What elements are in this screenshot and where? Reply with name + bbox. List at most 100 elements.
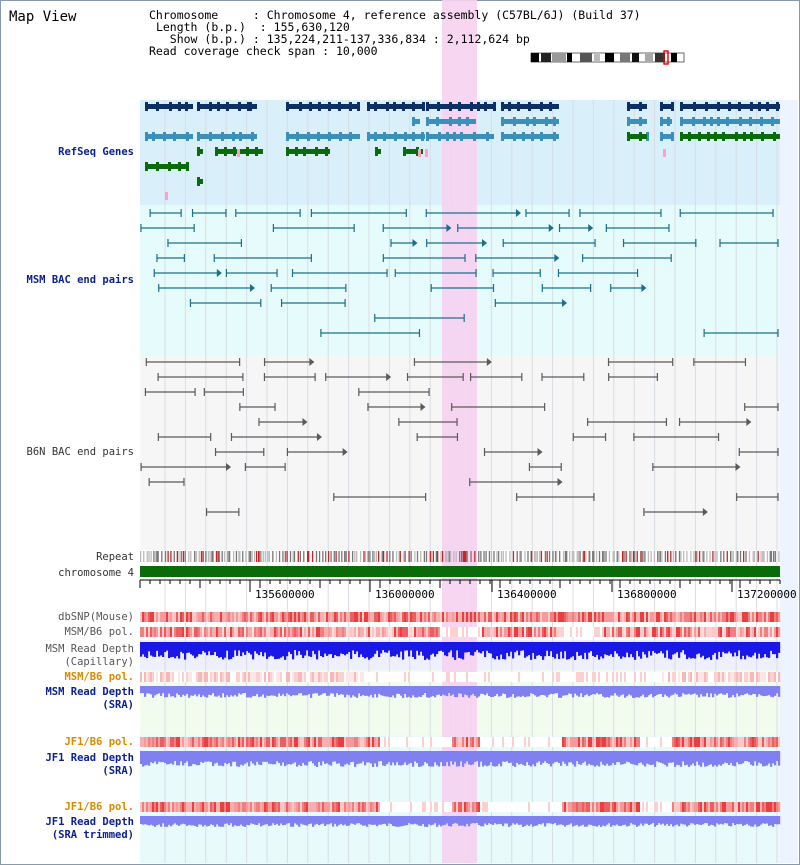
jf1-depth-sra-bar [760,751,763,764]
track-label-jf1-b6-pol[interactable]: JF1/B6 pol. [64,736,134,748]
repeat-mark [140,551,142,562]
track-label-b6n-bac[interactable]: B6N BAC end pairs [26,446,134,458]
jf1-depth-trim-bar [578,816,581,827]
msm-depth-capillary-bar [734,642,737,653]
msm-depth-sra-bar [416,686,419,698]
jf1-b6-pol2-heat [518,802,521,812]
jf1-depth-trim-bar [314,816,317,825]
msm-b6-pol2-heat [148,672,151,682]
msm-depth-sra-bar [520,686,523,697]
gene-exon [549,102,552,111]
msm-depth-capillary-bar [680,642,683,653]
msm-b6-pol2-heat [770,672,773,682]
jf1-depth-sra-bar [298,751,301,765]
msm-b6-pol2-heat [558,672,561,682]
axis-tick-label: 135600000 [255,588,315,601]
b6n-bac-arrow [309,358,315,366]
jf1-depth-trim-bar [700,816,703,825]
gene-exon [639,117,642,126]
msm-depth-sra-bar [706,686,709,694]
jf1-b6-pol2-heat [238,802,241,812]
msm-depth-capillary-bar [494,642,497,660]
jf1-depth-trim-bar [338,816,341,825]
track-label-msm-depth-cap-1[interactable]: MSM Read Depth [45,643,134,655]
msm-b6-pol-heat [232,627,235,637]
jf1-b6-pol-heat [428,737,431,747]
repeat-mark [293,551,296,562]
gene-exon [163,132,166,141]
msm-b6-pol-heat [286,627,289,637]
jf1-depth-sra-bar [224,751,227,763]
msm-b6-pol2-heat [380,672,383,682]
jf1-b6-pol2-heat [348,802,351,812]
msm-depth-capillary-bar [648,642,651,652]
repeat-mark [259,551,261,562]
jf1-b6-pol-heat [312,737,315,747]
msm-b6-pol2-heat [224,672,227,682]
jf1-depth-trim-bar [414,816,417,824]
track-label-jf1-depth-trim-1[interactable]: JF1 Read Depth [45,816,134,828]
msm-depth-sra-bar [360,686,363,697]
gene-exon [540,102,543,111]
track-label-msm-depth-sra-1[interactable]: MSM Read Depth [45,686,134,698]
msm-b6-pol2-heat [154,672,157,682]
jf1-depth-trim-bar [398,816,401,827]
repeat-mark [666,551,669,562]
msm-b6-pol-heat [248,627,251,637]
jf1-depth-trim-bar [312,816,315,827]
msm-depth-sra-bar [330,686,333,694]
jf1-b6-pol-heat [416,737,419,747]
track-label-msm-b6-pol[interactable]: MSM/B6 pol. [64,626,134,638]
jf1-b6-pol2-heat [582,802,585,812]
gene-exon [315,147,318,156]
jf1-b6-pol-heat [554,737,557,747]
jf1-b6-pol-heat [714,737,717,747]
msm-b6-pol-heat [682,627,685,637]
show-value: 135,224,211-137,336,834 : 2,112,624 bp [266,32,530,46]
repeat-mark [325,551,327,562]
jf1-depth-sra-bar [170,751,173,764]
gene-exon [680,132,683,141]
dbsnp-heat [590,612,593,622]
jf1-b6-pol2-heat [216,802,219,812]
track-label-msm-b6-pol-2[interactable]: MSM/B6 pol. [64,671,134,683]
jf1-depth-sra-bar [694,751,697,766]
jf1-b6-pol2-heat [152,802,155,812]
track-label-repeat[interactable]: Repeat [96,551,134,563]
track-label-chromosome[interactable]: chromosome 4 [58,567,134,579]
msm-b6-pol-heat [284,627,287,637]
msm-depth-sra-bar [458,686,461,694]
repeat-mark [262,551,264,562]
msm-depth-sra-bar [518,686,521,697]
track-label-jf1-b6-pol-2[interactable]: JF1/B6 pol. [64,801,134,813]
jf1-depth-trim-bar [670,816,673,825]
jf1-b6-pol2-heat [356,802,359,812]
jf1-b6-pol-heat [532,737,535,747]
gene-exon [246,147,249,156]
jf1-b6-pol-heat [710,737,713,747]
dbsnp-heat [544,612,547,622]
track-label-jf1-depth-sra-1[interactable]: JF1 Read Depth [45,752,134,764]
dbsnp-heat [214,612,217,622]
jf1-depth-sra-bar [280,751,283,766]
msm-depth-sra-bar [236,686,239,697]
msm-b6-pol2-heat [226,672,229,682]
jf1-b6-pol-heat [544,737,547,747]
msm-b6-pol2-heat [188,672,191,682]
jf1-b6-pol2-heat [716,802,719,812]
msm-b6-pol-heat [266,627,269,637]
track-label-refseq[interactable]: RefSeq Genes [58,146,134,158]
track-label-msm-bac[interactable]: MSM BAC end pairs [26,274,134,286]
jf1-depth-trim-bar [624,816,627,825]
msm-depth-capillary-bar [590,642,593,652]
msm-b6-pol-heat [178,627,181,637]
gene-exon [393,102,396,111]
jf1-depth-trim-bar [620,816,623,827]
jf1-b6-pol-heat [502,737,505,747]
msm-b6-pol-heat [506,627,509,637]
jf1-b6-pol2-heat [292,802,295,812]
msm-b6-pol-heat [328,627,331,637]
jf1-b6-pol-heat [512,737,515,747]
track-label-dbsnp[interactable]: dbSNP(Mouse) [58,611,134,623]
